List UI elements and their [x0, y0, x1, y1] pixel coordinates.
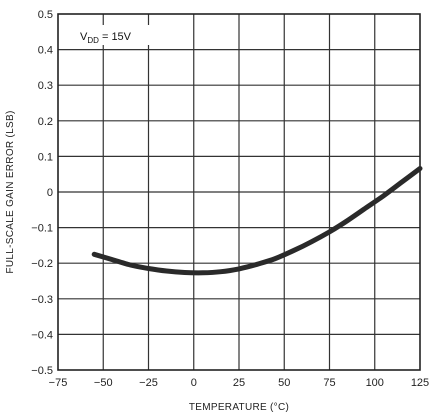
x-tick-label: −25 [139, 377, 158, 389]
annotation-vdd: VDD = 15V [80, 31, 132, 45]
y-tick-label: 0.3 [38, 80, 53, 92]
y-tick-label: −0.1 [31, 223, 53, 235]
x-tick-label: 100 [366, 377, 384, 389]
x-tick-label: 75 [323, 377, 335, 389]
x-tick-labels: −75 −50 −25 0 25 50 75 100 125 [49, 377, 430, 389]
series-line [91, 166, 423, 276]
x-tick-label: 50 [278, 377, 290, 389]
annotation-subscript: DD [87, 36, 99, 45]
y-tick-labels: −0.5 −0.4 −0.3 −0.2 −0.1 0 0.1 0.2 0.3 0.4 0.5 [31, 9, 53, 377]
y-tick-label: −0.3 [31, 294, 53, 306]
x-tick-label: 25 [233, 377, 245, 389]
plot-frame [57, 13, 421, 371]
annotation-box: VDD = 15V [75, 25, 153, 45]
x-tick-label: 0 [191, 377, 197, 389]
y-tick-label: 0.1 [38, 151, 53, 163]
x-tick-label: −75 [49, 377, 68, 389]
y-tick-label: 0.2 [38, 116, 53, 128]
annotation-background [75, 25, 153, 45]
x-axis-label: TEMPERATURE (°C) [189, 402, 289, 413]
y-tick-label: −0.2 [31, 258, 53, 270]
y-tick-label: −0.4 [31, 329, 53, 341]
grid [58, 14, 420, 370]
y-tick-label: 0 [47, 187, 53, 199]
y-axis-label: FULL-SCALE GAIN ERROR (LSB) [5, 110, 16, 273]
x-tick-label: −50 [94, 377, 113, 389]
y-tick-label: 0.4 [38, 45, 53, 57]
y-tick-label: −0.5 [31, 365, 53, 377]
annotation-value: = 15V [99, 31, 132, 43]
x-tick-label: 125 [411, 377, 429, 389]
plot-area: −75 −50 −25 0 25 50 75 100 125 −0.5−0.4−0.3−0.2−… [31, 9, 429, 389]
y-tick-label: 0.5 [38, 9, 53, 21]
